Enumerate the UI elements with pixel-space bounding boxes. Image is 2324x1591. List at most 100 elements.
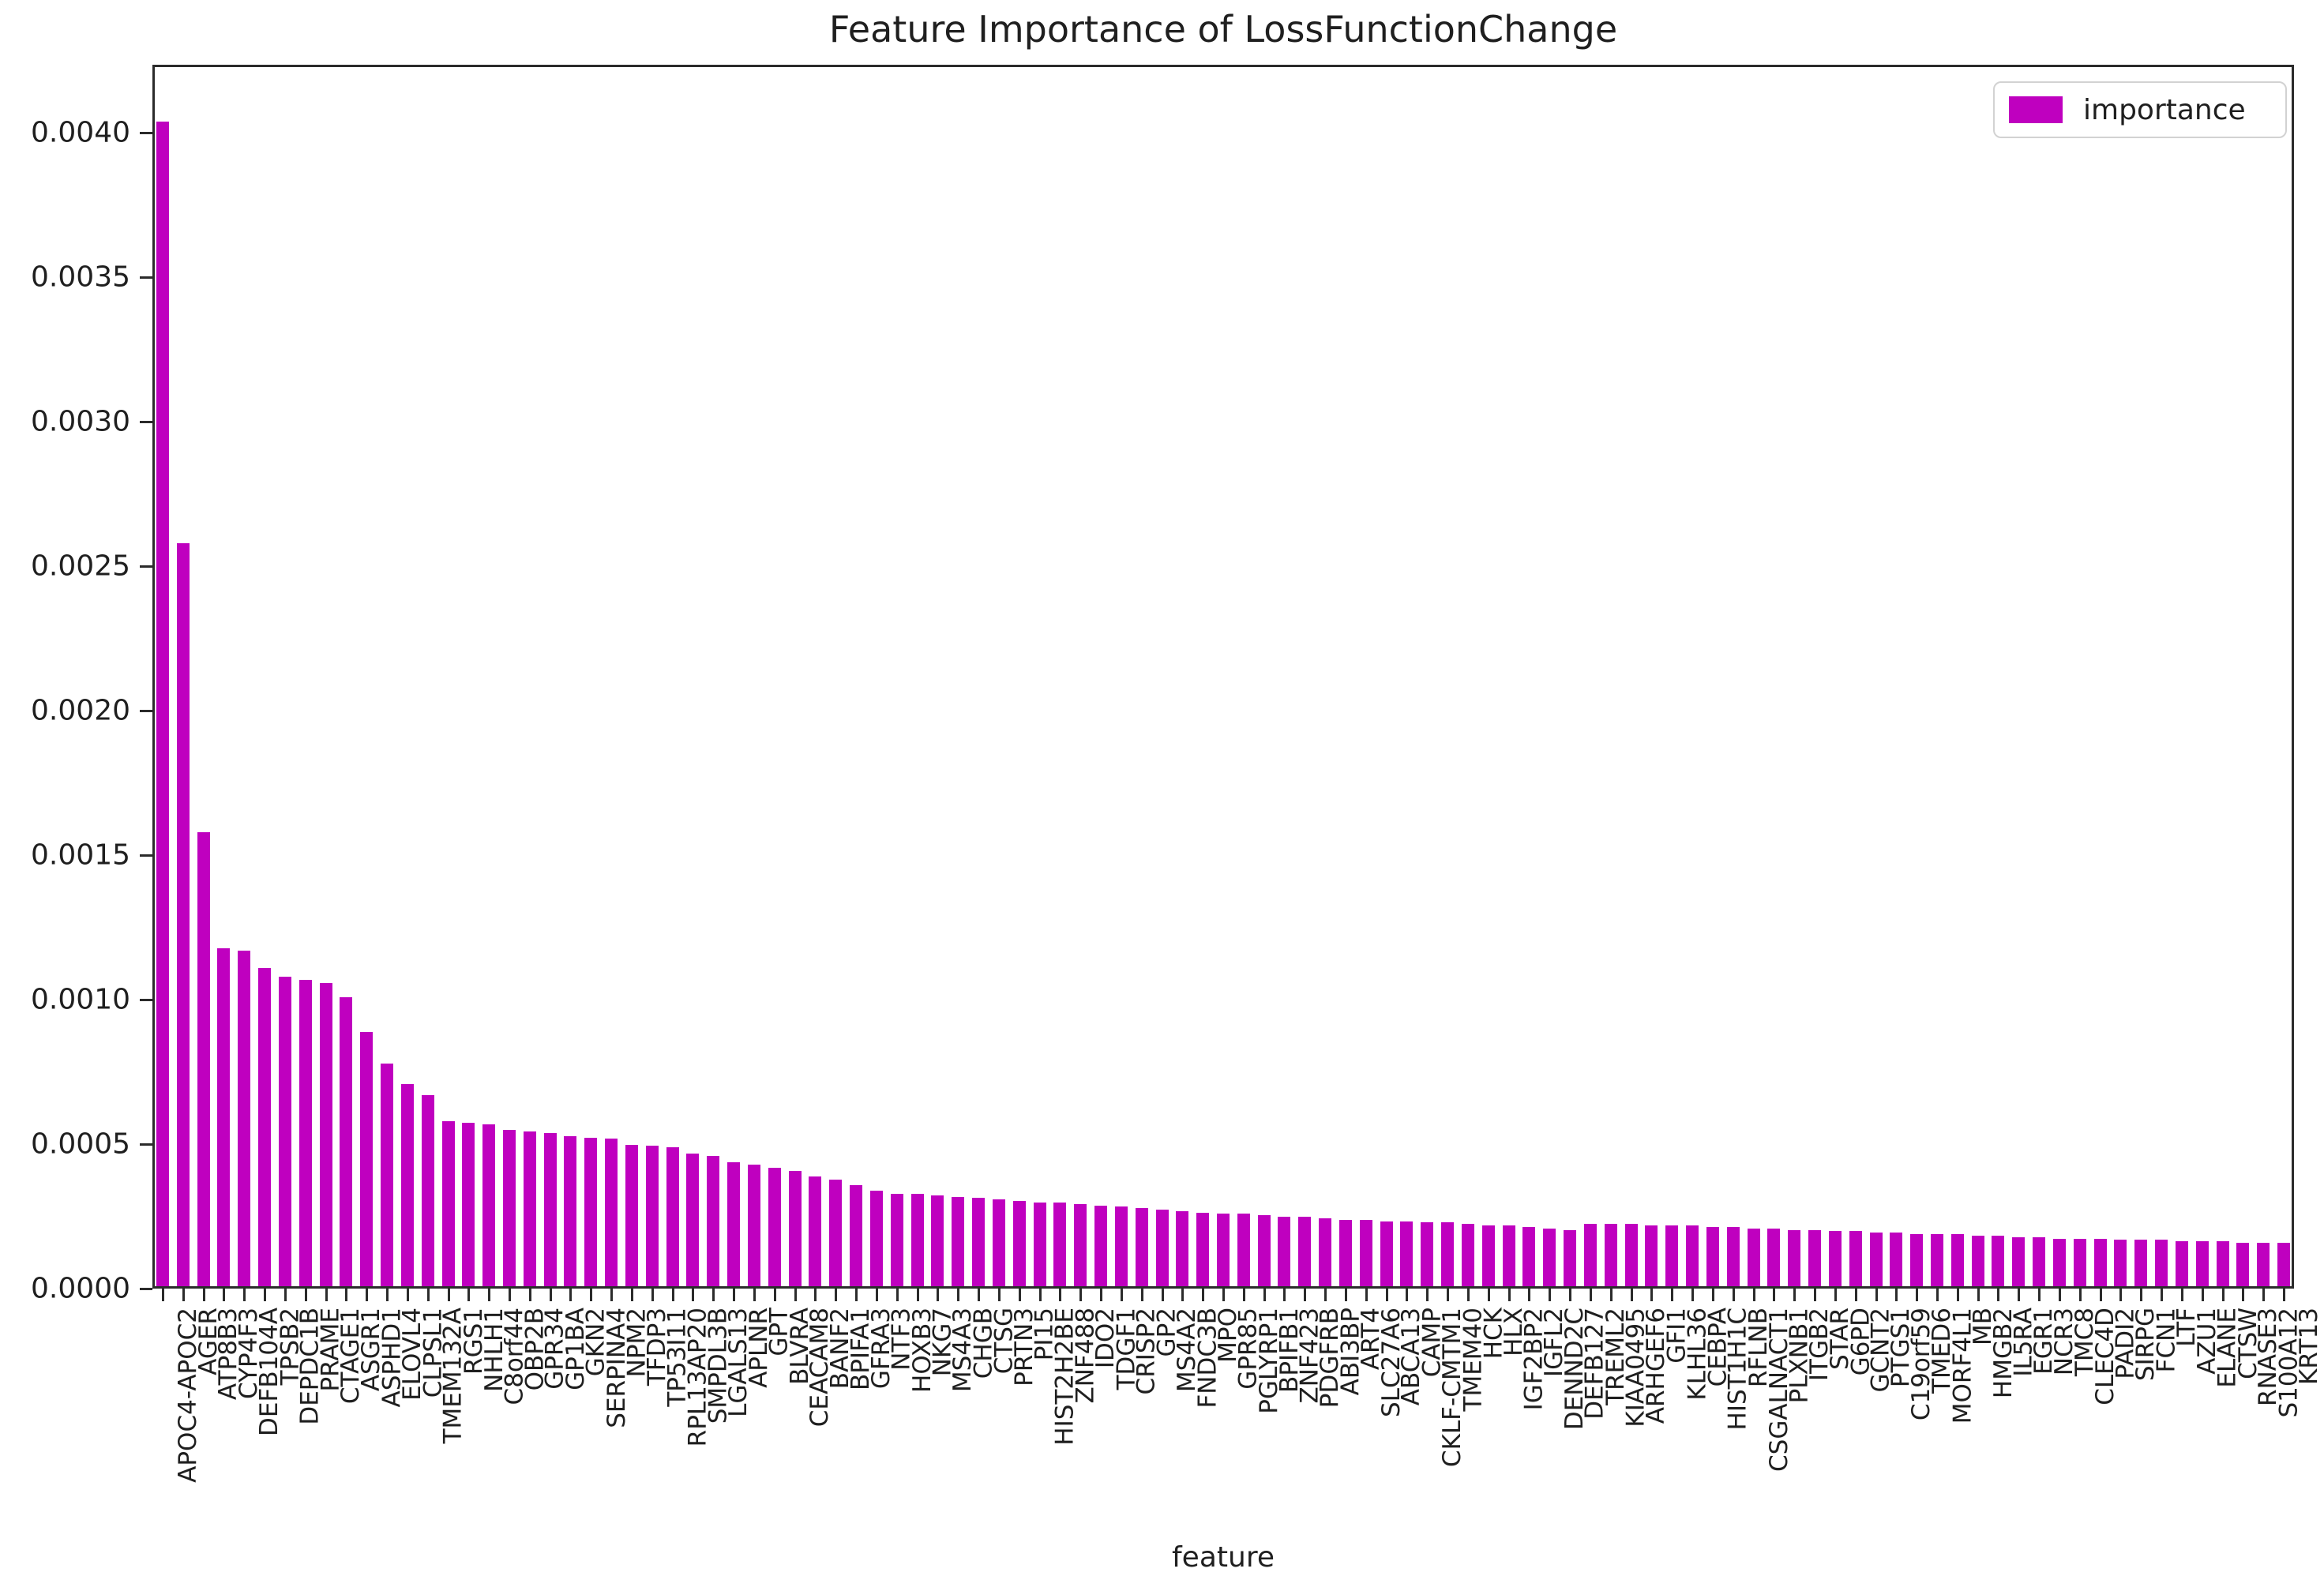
legend-swatch-icon xyxy=(2009,96,2063,123)
bar xyxy=(1278,1217,1291,1286)
bar xyxy=(543,1133,557,1286)
y-tick xyxy=(140,421,152,423)
bar xyxy=(2052,1239,2066,1286)
bar xyxy=(482,1124,496,1286)
bar xyxy=(2093,1239,2107,1286)
x-tick xyxy=(467,1289,471,1301)
x-tick xyxy=(1671,1289,1674,1301)
x-tick xyxy=(2058,1289,2061,1301)
bar xyxy=(156,122,169,1286)
legend: importance xyxy=(1993,81,2287,138)
x-tick xyxy=(1018,1289,1021,1301)
bar xyxy=(869,1191,883,1286)
x-tick xyxy=(1854,1289,1857,1301)
bar xyxy=(503,1130,516,1286)
x-tick xyxy=(1304,1289,1307,1301)
bar xyxy=(1114,1206,1128,1286)
bar xyxy=(992,1199,1005,1286)
x-tick xyxy=(1609,1289,1613,1301)
x-tick xyxy=(2119,1289,2123,1301)
x-tick xyxy=(712,1289,715,1301)
x-tick xyxy=(1161,1289,1164,1301)
bar xyxy=(400,1084,414,1286)
x-tick xyxy=(202,1289,205,1301)
x-tick xyxy=(2242,1289,2245,1301)
y-tick-label: 0.0030 xyxy=(31,405,130,438)
bar xyxy=(2257,1243,2270,1286)
y-tick xyxy=(140,1288,152,1290)
bar xyxy=(258,968,272,1286)
bar xyxy=(2175,1241,2188,1286)
x-tick xyxy=(1834,1289,1837,1301)
bar xyxy=(931,1195,944,1286)
bar xyxy=(2155,1240,2168,1286)
x-tick xyxy=(875,1289,878,1301)
bar xyxy=(523,1131,536,1286)
bar xyxy=(298,980,312,1286)
x-tick xyxy=(733,1289,736,1301)
bar xyxy=(360,1032,374,1286)
y-tick xyxy=(140,710,152,712)
plot-area xyxy=(152,65,2294,1289)
bar xyxy=(2216,1241,2229,1286)
x-tick xyxy=(161,1289,164,1301)
bar xyxy=(1298,1217,1312,1286)
x-tick xyxy=(1569,1289,1572,1301)
x-tick xyxy=(528,1289,531,1301)
bar xyxy=(441,1121,455,1286)
x-tick xyxy=(610,1289,614,1301)
x-tick xyxy=(1793,1289,1797,1301)
bar xyxy=(727,1162,741,1286)
x-tick xyxy=(957,1289,960,1301)
y-tick xyxy=(140,854,152,857)
bar xyxy=(952,1197,965,1286)
x-tick xyxy=(569,1289,573,1301)
bar xyxy=(1237,1214,1250,1286)
x-tick xyxy=(855,1289,858,1301)
x-tick xyxy=(509,1289,511,1301)
x-tick xyxy=(1324,1289,1327,1301)
x-tick xyxy=(1059,1289,1062,1301)
x-tick xyxy=(1242,1289,1245,1301)
x-tick xyxy=(895,1289,899,1301)
bar xyxy=(1767,1229,1781,1286)
bar xyxy=(197,832,210,1286)
bar xyxy=(1217,1214,1230,1286)
bar xyxy=(340,997,353,1286)
bar xyxy=(686,1154,700,1286)
bar xyxy=(1950,1234,1964,1286)
x-tick xyxy=(1344,1289,1347,1301)
x-tick xyxy=(937,1289,940,1301)
bar xyxy=(2033,1237,2046,1286)
x-tick xyxy=(1773,1289,1776,1301)
x-tick xyxy=(1711,1289,1714,1301)
x-tick xyxy=(1100,1289,1103,1301)
x-tick xyxy=(1140,1289,1143,1301)
bar xyxy=(1543,1229,1556,1286)
y-tick-label: 0.0035 xyxy=(31,261,130,294)
y-tick xyxy=(140,1143,152,1146)
bar xyxy=(910,1194,924,1286)
x-tick xyxy=(243,1289,246,1301)
bar xyxy=(1338,1220,1352,1286)
bar xyxy=(462,1123,475,1286)
x-tick xyxy=(1528,1289,1531,1301)
bar xyxy=(1176,1211,1189,1286)
x-tick xyxy=(2262,1289,2266,1301)
bar xyxy=(2134,1240,2148,1286)
bar xyxy=(1747,1229,1760,1286)
bar xyxy=(768,1168,781,1286)
bar xyxy=(829,1180,843,1286)
bar xyxy=(2236,1243,2250,1286)
x-tick xyxy=(2180,1289,2183,1301)
x-tick xyxy=(1447,1289,1450,1301)
bar xyxy=(238,951,251,1286)
bar xyxy=(421,1095,434,1286)
bar xyxy=(1706,1227,1719,1286)
x-tick xyxy=(426,1289,430,1301)
bar xyxy=(1686,1225,1699,1286)
x-tick xyxy=(1406,1289,1409,1301)
x-tick xyxy=(1120,1289,1123,1301)
x-tick xyxy=(1222,1289,1225,1301)
x-tick xyxy=(447,1289,450,1301)
